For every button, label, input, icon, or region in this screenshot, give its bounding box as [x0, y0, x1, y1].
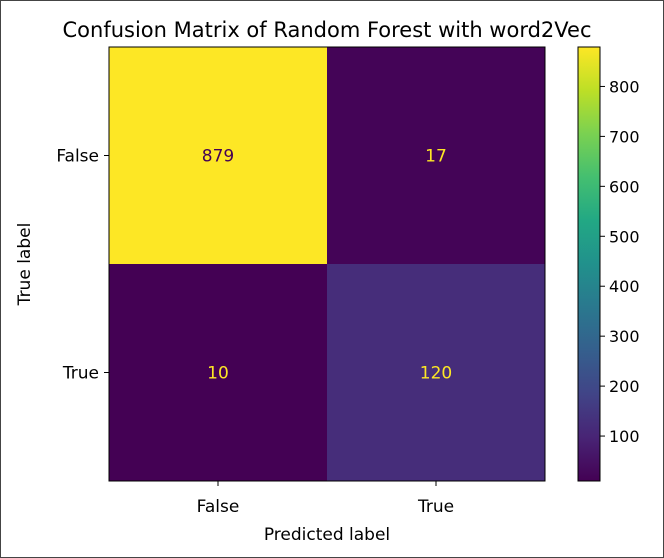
- chart-title: Confusion Matrix of Random Forest with w…: [63, 18, 592, 42]
- x-tick-label-true: True: [417, 497, 454, 517]
- matrix-cell-value-0-0: 879: [202, 147, 234, 167]
- y-tick-label-false: False: [56, 147, 99, 167]
- colorbar-tick-label-600: 600: [609, 177, 640, 196]
- x-tick-label-false: False: [197, 497, 240, 517]
- colorbar-tick-label-800: 800: [609, 77, 640, 96]
- matrix-cell-value-0-1: 17: [425, 147, 447, 167]
- colorbar-tick-label-400: 400: [609, 277, 640, 296]
- colorbar-ticks: 100 200 300 400 500 600 700 800: [600, 77, 640, 446]
- y-axis: False True: [56, 147, 109, 384]
- matrix-cell-0-1: [327, 47, 545, 264]
- matrix-cell-1-1: [327, 264, 545, 481]
- y-axis-label: True label: [15, 223, 35, 307]
- matrix-cell-0-0: [109, 47, 327, 264]
- x-axis: False True: [197, 481, 454, 517]
- colorbar: [577, 46, 601, 482]
- matrix-frame: [108, 46, 546, 482]
- colorbar-tick-label-100: 100: [609, 427, 640, 446]
- matrix-cell-labels: 879 17 10 120: [202, 147, 452, 384]
- matrix-cells: [109, 47, 545, 481]
- x-axis-label: Predicted label: [264, 525, 390, 545]
- matrix-cell-value-1-1: 120: [420, 364, 452, 384]
- colorbar-tick-label-500: 500: [609, 227, 640, 246]
- matrix-cell-value-1-0: 10: [207, 364, 229, 384]
- y-tick-label-true: True: [62, 364, 99, 384]
- colorbar-tick-label-300: 300: [609, 327, 640, 346]
- colorbar-tick-label-700: 700: [609, 127, 640, 146]
- colorbar-tick-label-200: 200: [609, 377, 640, 396]
- matrix-cell-1-0: [109, 264, 327, 481]
